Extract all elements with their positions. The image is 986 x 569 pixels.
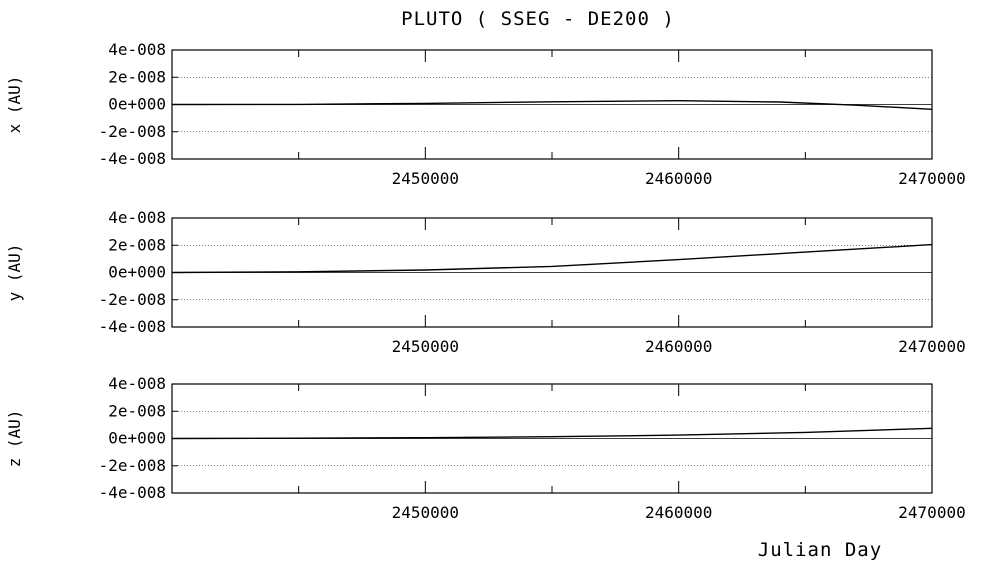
y-ytick-label-3: -2e-008 xyxy=(99,290,166,309)
x-ytick-label-3: -2e-008 xyxy=(99,122,166,141)
z-axis-label: z (AU) xyxy=(5,410,24,468)
x-data-line xyxy=(171,99,933,110)
z-xtick-label-0: 2450000 xyxy=(392,503,459,522)
z-ytick-label-1: 2e-008 xyxy=(108,401,166,420)
y-ytick-label-0: 4e-008 xyxy=(108,208,166,227)
z-ytick-label-2: 0e+000 xyxy=(108,429,166,448)
y-ytick-label-1: 2e-008 xyxy=(108,235,166,254)
y-axis-label: y (AU) xyxy=(5,244,24,302)
x-ytick-label-1: 2e-008 xyxy=(108,67,166,86)
x-ytick-label-4: -4e-008 xyxy=(99,149,166,168)
y-xtick-label-1: 2460000 xyxy=(645,337,712,356)
y-ytick-label-4: -4e-008 xyxy=(99,317,166,336)
x-axis-label: x (AU) xyxy=(5,76,24,134)
x-ytick-label-0: 4e-008 xyxy=(108,40,166,59)
y-panel: 4e-008 2e-008 0e+000 -2e-008 -4e-008 2450000 2… xyxy=(5,208,966,356)
x-xtick-label-2: 2470000 xyxy=(898,169,965,188)
x-panel: 4e-008 2e-008 0e+000 -2e-008 -4e-008 2450000 2… xyxy=(5,40,966,188)
figure-title: PLUTO ( SSEG - DE200 ) xyxy=(401,8,675,30)
z-ytick-label-0: 4e-008 xyxy=(108,374,166,393)
y-ytick-label-2: 0e+000 xyxy=(108,263,166,282)
z-xtick-label-1: 2460000 xyxy=(645,503,712,522)
z-data-line xyxy=(171,427,933,440)
y-xtick-label-2: 2470000 xyxy=(898,337,965,356)
y-data-line xyxy=(171,243,933,274)
x-ytick-label-2: 0e+000 xyxy=(108,95,166,114)
x-xtick-label-0: 2450000 xyxy=(392,169,459,188)
x-axis-label: Julian Day xyxy=(758,539,882,561)
panels: 4e-008 2e-008 0e+000 -2e-008 -4e-008 2450000 2… xyxy=(5,40,966,522)
z-panel: 4e-008 2e-008 0e+000 -2e-008 -4e-008 2450000 2… xyxy=(5,374,966,522)
z-ytick-label-4: -4e-008 xyxy=(99,483,166,502)
x-xtick-label-1: 2460000 xyxy=(645,169,712,188)
z-ytick-label-3: -2e-008 xyxy=(99,456,166,475)
z-xtick-label-2: 2470000 xyxy=(898,503,965,522)
y-xtick-label-0: 2450000 xyxy=(392,337,459,356)
